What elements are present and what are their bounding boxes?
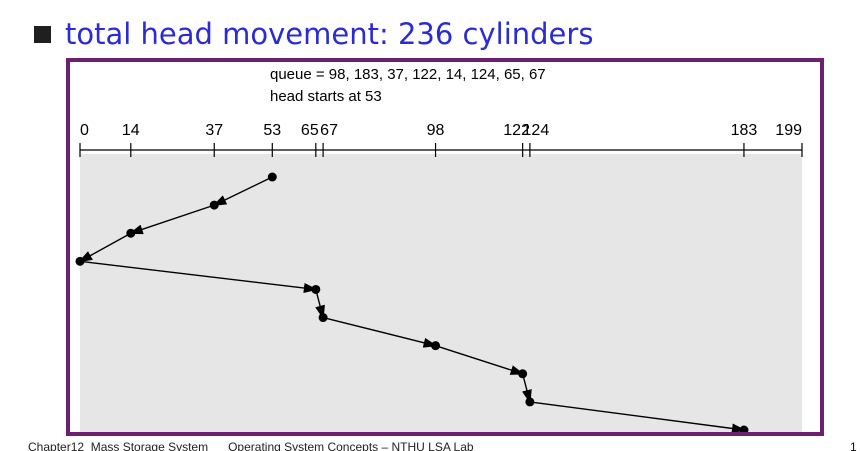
scale-label-67: 67 <box>320 122 338 139</box>
bullet-line: total head movement: 236 cylinders <box>34 12 593 56</box>
request-point-124 <box>525 397 535 407</box>
scale-label-53: 53 <box>263 122 281 139</box>
scale-label-37: 37 <box>205 122 223 139</box>
head-move-14-to-0 <box>78 232 132 263</box>
head-move-0-to-65 <box>79 260 318 293</box>
disk-scheduling-diagram: queue = 98, 183, 37, 122, 14, 124, 65, 6… <box>75 66 803 435</box>
scale-label-199: 199 <box>775 122 802 139</box>
head-move-122-to-124 <box>521 373 532 404</box>
request-point-0 <box>75 256 85 266</box>
scale-label-183: 183 <box>731 122 758 139</box>
scale-label-65: 65 <box>301 122 319 139</box>
page-number: 1 <box>850 440 857 451</box>
request-point-122 <box>518 369 528 379</box>
request-point-65 <box>311 284 321 294</box>
request-point-67 <box>318 313 328 323</box>
head-move-53-to-37 <box>212 176 273 206</box>
request-point-14 <box>126 228 136 238</box>
request-point-37 <box>209 200 219 210</box>
head-start-label: head starts at 53 <box>270 88 382 105</box>
scale-label-122: 122 <box>503 122 530 139</box>
bullet-text: total head movement: 236 cylinders <box>65 17 594 51</box>
slide-footer: Chapter12 Mass Storage System Operating … <box>28 440 474 451</box>
head-move-67-to-98 <box>322 316 438 348</box>
request-point-53 <box>267 172 277 182</box>
scale-label-98: 98 <box>427 122 445 139</box>
head-move-124-to-183 <box>529 401 746 434</box>
head-move-65-to-67 <box>315 289 325 320</box>
square-bullet-icon <box>34 25 51 43</box>
head-move-98-to-122 <box>435 345 525 375</box>
diagram-panel <box>80 154 802 432</box>
scale-label-124: 124 <box>523 122 550 139</box>
head-move-37-to-14 <box>128 204 215 235</box>
request-point-98 <box>431 341 441 351</box>
scale-label-0: 0 <box>80 122 89 139</box>
scale-label-14: 14 <box>122 122 140 139</box>
queue-label: queue = 98, 183, 37, 122, 14, 124, 65, 6… <box>270 66 546 83</box>
diagram-frame: queue = 98, 183, 37, 122, 14, 124, 65, 6… <box>66 58 824 436</box>
